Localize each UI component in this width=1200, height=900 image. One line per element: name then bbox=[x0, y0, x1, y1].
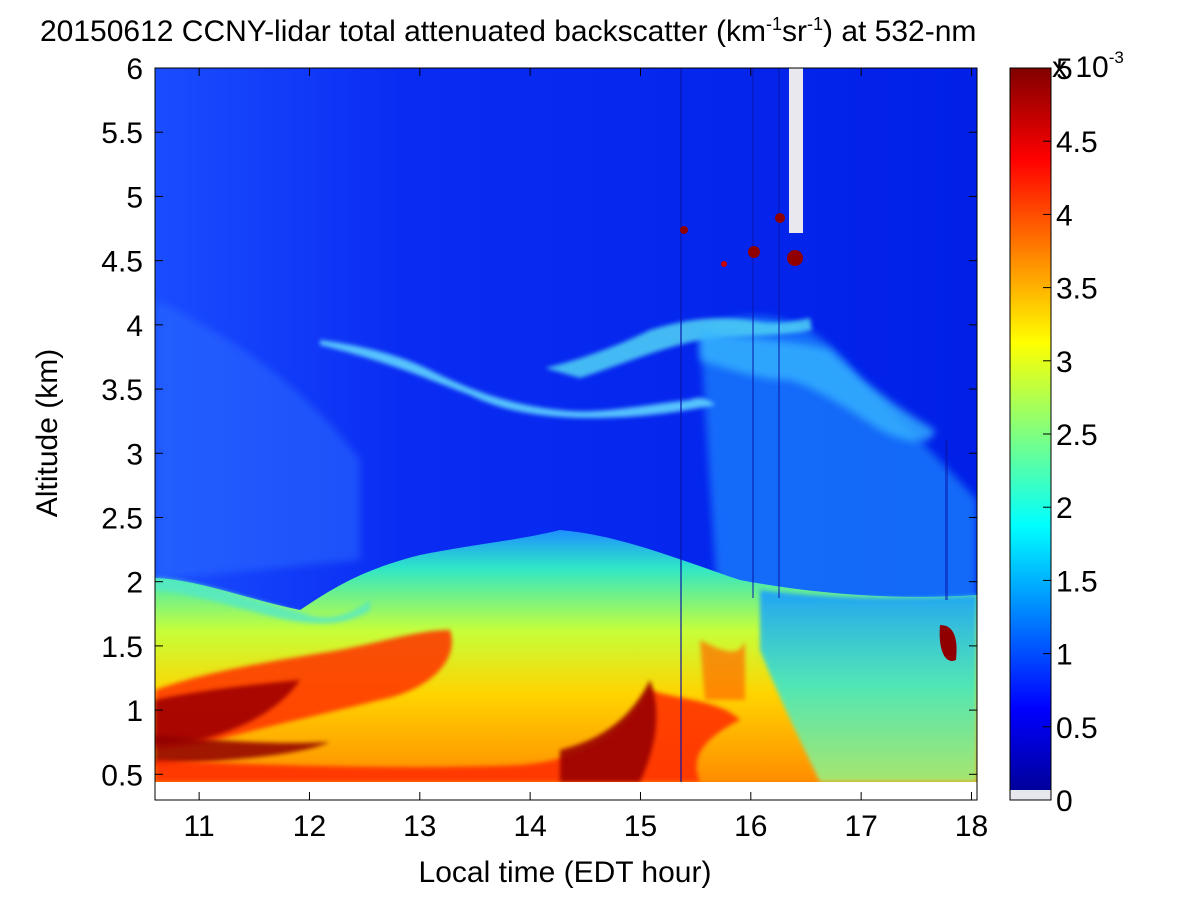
y-tick-label: 0.5 bbox=[101, 759, 143, 792]
smoke-plume-lower bbox=[320, 340, 715, 418]
cloud-patch-2 bbox=[748, 246, 760, 258]
cloud-patch-5 bbox=[721, 261, 727, 267]
colorbar-tick-label: 2 bbox=[1056, 492, 1073, 525]
y-tick-label: 5.5 bbox=[101, 117, 143, 150]
cloud-patch-1 bbox=[787, 250, 803, 266]
y-tick-label: 5 bbox=[126, 181, 143, 214]
left-haze bbox=[155, 300, 360, 580]
colorbar-tick-label: 4.5 bbox=[1056, 126, 1098, 159]
colorbar-tick-label: 1.5 bbox=[1056, 565, 1098, 598]
colorbar-tick-label: 3.5 bbox=[1056, 273, 1098, 306]
bl-top-left bbox=[155, 578, 370, 624]
x-tick-label: 15 bbox=[624, 810, 657, 843]
cloud-patch-3 bbox=[775, 213, 785, 223]
smoke-plume-descending bbox=[700, 330, 935, 442]
y-tick-label: 2 bbox=[126, 567, 143, 600]
no-data-strip bbox=[155, 782, 977, 800]
x-tick-label: 12 bbox=[293, 810, 326, 843]
x-tick-label: 16 bbox=[734, 810, 767, 843]
title-sup-1: -1 bbox=[765, 14, 782, 34]
boundary-layer-right bbox=[760, 590, 977, 782]
y-axis: 0.5 1 1.5 2 2.5 3 3.5 4 4.5 5 5.5 6 bbox=[101, 53, 977, 792]
y-tick-label: 4 bbox=[126, 310, 143, 343]
y-tick-label: 2.5 bbox=[101, 502, 143, 535]
x-tick-label: 18 bbox=[955, 810, 988, 843]
title-sup-2: -1 bbox=[806, 14, 823, 34]
y-tick-label: 6 bbox=[126, 53, 143, 86]
streak-1520 bbox=[680, 68, 682, 782]
aerosol-core-lower bbox=[155, 735, 330, 765]
x-tick-label: 13 bbox=[403, 810, 436, 843]
cloud-attenuation-gap bbox=[789, 68, 803, 233]
y-tick-label: 4.5 bbox=[101, 246, 143, 279]
y-tick-label: 1 bbox=[126, 695, 143, 728]
cloud-patch-4 bbox=[680, 226, 688, 234]
right-mixing-area bbox=[700, 316, 977, 640]
colorbar-zero-band bbox=[1010, 790, 1051, 800]
x-axis-label: Local time (EDT hour) bbox=[418, 856, 712, 889]
colorbar-tick-label: 0.5 bbox=[1056, 712, 1098, 745]
smoke-plume-upper bbox=[545, 318, 812, 378]
aerosol-patch-16h bbox=[700, 640, 745, 700]
x-tick-label: 11 bbox=[184, 810, 215, 843]
aerosol-core-midday bbox=[560, 680, 657, 782]
y-axis-label: Altitude (km) bbox=[31, 348, 64, 518]
colorbar-tick-label: 5 bbox=[1056, 53, 1073, 86]
colorbar-tick-label: 2.5 bbox=[1056, 419, 1098, 452]
y-tick-label: 3 bbox=[126, 438, 143, 471]
x-tick-label: 17 bbox=[844, 810, 877, 843]
aerosol-core-left bbox=[155, 680, 300, 745]
heatmap-image bbox=[155, 68, 977, 800]
aerosol-patch-1745 bbox=[939, 625, 957, 661]
colorbar-axis: 0 0.5 1 1.5 2 2.5 3 3.5 4 4.5 5 bbox=[1043, 53, 1098, 818]
y-tick-label: 1.5 bbox=[101, 631, 143, 664]
chart-title: 20150612 CCNY-lidar total attenuated bac… bbox=[40, 14, 977, 48]
y-tick-label: 3.5 bbox=[101, 374, 143, 407]
x-tick-label: 14 bbox=[513, 810, 546, 843]
streak-1600 bbox=[752, 68, 754, 598]
colorbar-exponent: x 10-3 bbox=[1052, 48, 1124, 84]
axes-frame bbox=[154, 67, 978, 801]
colorbar-tick-label: 1 bbox=[1056, 639, 1073, 672]
colorbar-tick-label: 4 bbox=[1056, 199, 1073, 232]
streak-1625 bbox=[778, 68, 780, 598]
x-axis: 11 12 13 14 15 16 17 18 bbox=[184, 68, 988, 843]
colorbar-tick-label: 3 bbox=[1056, 346, 1073, 379]
streak-1750 bbox=[945, 440, 948, 600]
colorbar-tick-label: 0 bbox=[1056, 785, 1073, 818]
